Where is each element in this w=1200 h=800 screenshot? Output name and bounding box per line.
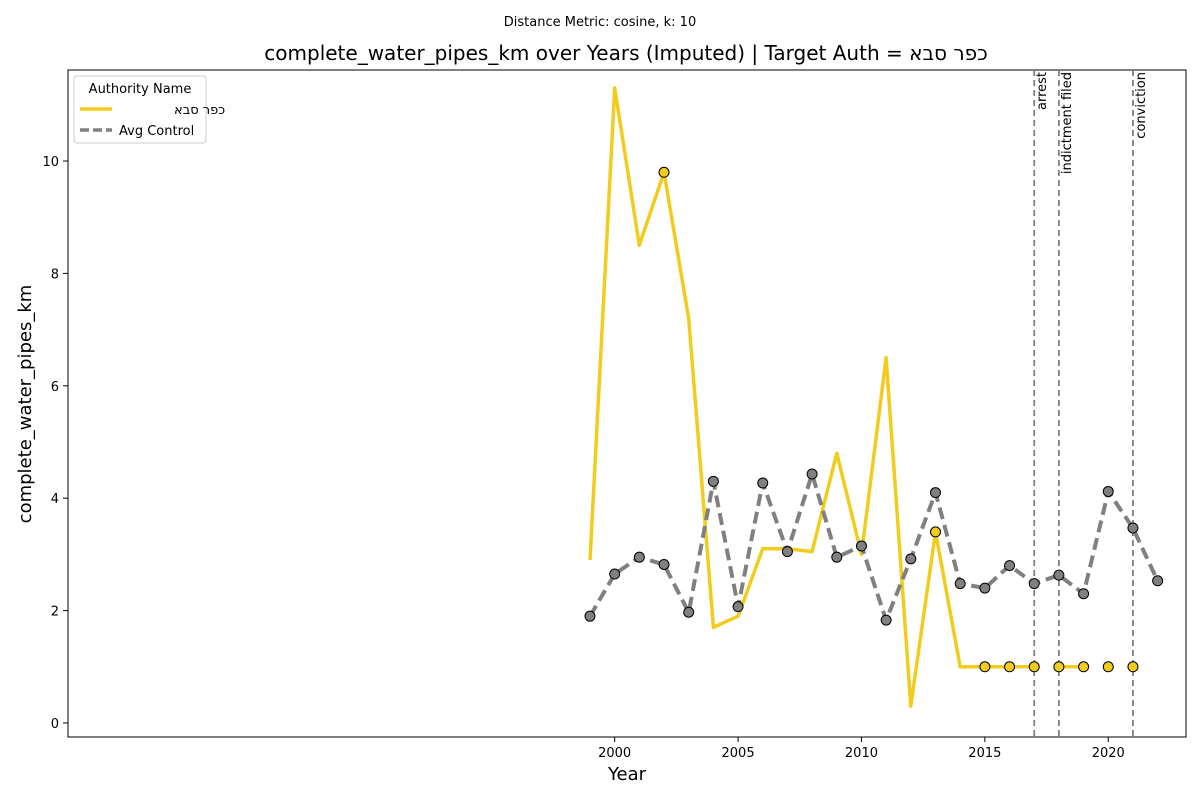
legend-label-target: כפר סבא — [174, 103, 225, 118]
data-point-target — [1053, 661, 1065, 673]
data-point-control — [1078, 588, 1090, 600]
x-tick-label: 2015 — [968, 746, 1001, 761]
data-point-control — [954, 578, 966, 590]
data-point-control — [584, 610, 596, 622]
data-point-control — [1102, 485, 1114, 497]
series-line-control — [588, 472, 1160, 623]
y-axis-label: complete_water_pipes_km — [15, 285, 36, 524]
data-point-control — [781, 546, 793, 558]
data-point-control — [806, 468, 818, 480]
data-point-target — [1102, 661, 1114, 673]
x-tick-label: 2020 — [1092, 746, 1125, 761]
data-point-target — [929, 526, 941, 538]
x-axis-label: Year — [607, 764, 647, 785]
data-point-control — [1127, 522, 1139, 534]
data-point-control — [658, 558, 670, 570]
y-tick-label: 4 — [51, 492, 59, 507]
y-tick-label: 0 — [51, 717, 59, 732]
data-point-control — [683, 606, 695, 618]
legend-title: Authority Name — [89, 82, 192, 97]
x-tick-label: 2000 — [598, 746, 631, 761]
data-point-control — [1004, 560, 1016, 572]
data-point-target — [658, 166, 670, 178]
event-label: arrest — [1035, 72, 1050, 110]
data-point-target — [1004, 661, 1016, 673]
data-point-control — [707, 475, 719, 487]
plot-frame — [67, 69, 1187, 738]
event-label: indictment filed — [1060, 72, 1075, 174]
plot-area: 2000 2005 2010 2015 2020 0 2 4 6 8 10 arrest indictm… — [42, 69, 1187, 761]
legend-label-control: Avg Control — [119, 124, 194, 139]
y-tick-label: 6 — [51, 380, 59, 395]
data-point-control — [929, 487, 941, 499]
x-tick-label: 2010 — [845, 746, 878, 761]
legend-box — [73, 75, 207, 144]
data-point-control — [633, 551, 645, 563]
chart-title: complete_water_pipes_km over Years (Impu… — [264, 41, 987, 65]
data-point-control — [905, 553, 917, 565]
event-label: conviction — [1134, 72, 1149, 139]
chart-suptitle: Distance Metric: cosine, k: 10 — [504, 15, 696, 30]
y-tick-label: 10 — [42, 155, 59, 170]
data-point-control — [831, 551, 843, 563]
data-point-control — [757, 477, 769, 489]
data-point-target — [979, 661, 991, 673]
data-point-control — [855, 540, 867, 552]
data-point-control — [979, 582, 991, 594]
data-point-target — [1127, 661, 1139, 673]
data-point-control — [1152, 575, 1164, 587]
data-point-control — [609, 568, 621, 580]
series-line-target — [588, 86, 1035, 708]
data-point-control — [732, 601, 744, 613]
data-point-target — [1028, 661, 1040, 673]
x-tick-label: 2005 — [722, 746, 755, 761]
legend: Authority Name כפר סבא Avg Control — [73, 75, 225, 144]
y-tick-label: 8 — [51, 267, 59, 282]
data-point-control — [880, 614, 892, 626]
data-point-control — [1053, 569, 1065, 581]
y-tick-label: 2 — [51, 605, 59, 620]
data-point-target — [1078, 661, 1090, 673]
data-point-control — [1028, 578, 1040, 590]
